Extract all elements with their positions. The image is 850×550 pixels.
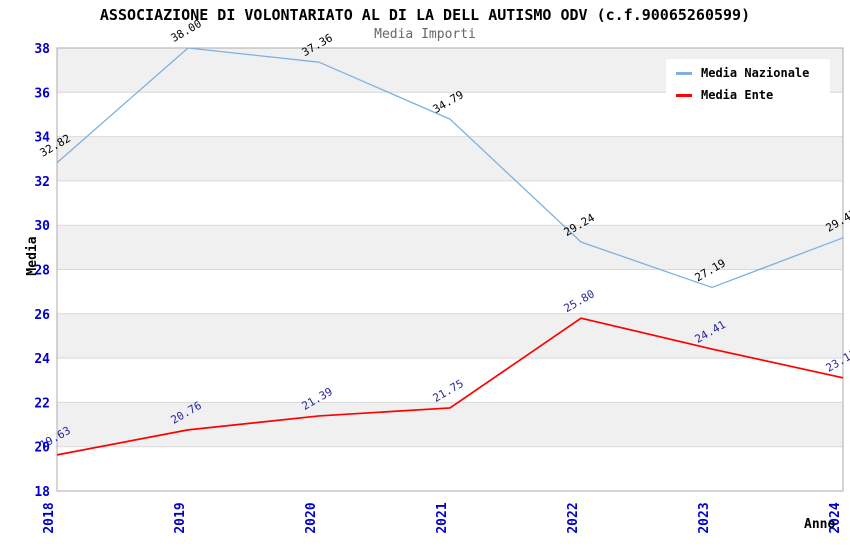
plot-band <box>57 136 843 181</box>
legend-item-media-nazionale: Media Nazionale <box>676 66 824 80</box>
y-tick-label: 22 <box>34 396 50 411</box>
legend-item-media-ente: Media Ente <box>676 88 824 102</box>
legend-swatch-media-nazionale-icon <box>676 71 692 75</box>
x-axis-label: Anno <box>804 517 836 532</box>
y-tick-label: 28 <box>34 264 50 279</box>
y-tick-label: 32 <box>34 175 50 190</box>
legend-label-media-ente: Media Ente <box>701 88 774 102</box>
series-line-media-nazionale <box>56 47 844 289</box>
plot-band <box>57 402 843 447</box>
y-tick-label: 38 <box>34 42 50 57</box>
plot-band <box>57 446 843 491</box>
y-tick-label: 30 <box>34 219 50 234</box>
plot-band <box>57 269 843 314</box>
legend: Media Nazionale Media Ente <box>666 59 830 109</box>
plot-band <box>57 225 843 270</box>
plot-band <box>57 313 843 359</box>
x-tick-label: 2020 <box>304 502 319 533</box>
legend-swatch-media-ente-icon <box>676 93 692 97</box>
chart-subtitle: Media Importi <box>374 27 476 42</box>
y-tick-label: 24 <box>34 352 50 367</box>
point-label: 38.00 <box>169 17 204 45</box>
x-tick-label: 2018 <box>42 502 57 533</box>
x-tick-label: 2019 <box>173 502 188 533</box>
y-tick-label: 26 <box>34 308 50 323</box>
plot-border <box>56 47 844 492</box>
y-axis-label: Media <box>25 236 40 276</box>
y-tick-label: 36 <box>34 86 50 101</box>
series-line-media-ente <box>56 317 844 456</box>
x-tick-label: 2024 <box>828 502 843 533</box>
x-tick-label: 2021 <box>435 502 450 533</box>
plot-band <box>57 358 843 403</box>
y-tick-label: 18 <box>34 485 50 500</box>
x-tick-label: 2023 <box>697 502 712 533</box>
plot-band <box>57 180 843 226</box>
chart-title: ASSOCIAZIONE DI VOLONTARIATO AL DI LA DE… <box>99 6 751 24</box>
legend-label-media-nazionale: Media Nazionale <box>701 66 810 80</box>
x-tick-label: 2022 <box>566 502 581 533</box>
y-tick-label: 20 <box>34 441 50 456</box>
y-tick-label: 34 <box>34 131 50 146</box>
